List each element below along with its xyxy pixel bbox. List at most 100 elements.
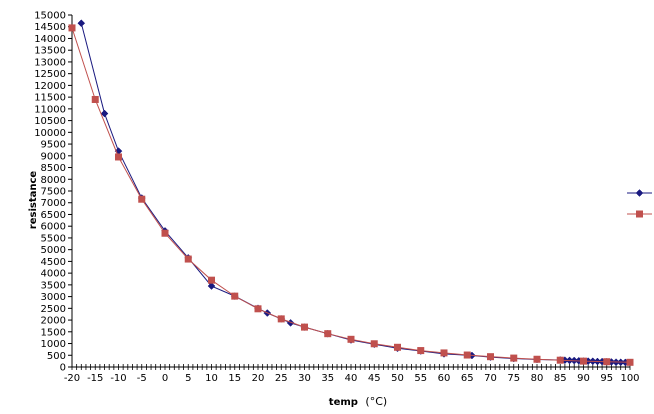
y-tick-label: 11500 [34,93,66,104]
y-tick-label: 8500 [41,163,66,174]
data-point [231,292,239,300]
x-tick-label: 45 [368,373,381,384]
series-line [71,27,631,363]
x-tick-label: 20 [252,373,265,384]
data-point [370,340,378,348]
x-tick-label: 55 [414,373,427,384]
x-tick-label: 65 [461,373,474,384]
x-axis-title: temp (°C) [329,395,387,408]
y-axis-ticks: 0500100015002000250030003500400045005000… [34,11,72,374]
data-point [463,351,471,359]
x-tick-label: 0 [162,373,168,384]
x-tick-label: 70 [484,373,497,384]
series-layer [68,19,634,367]
y-tick-label: 2500 [41,304,66,315]
data-point [510,354,518,362]
x-tick-label: 15 [228,373,241,384]
y-tick-label: 4000 [41,269,66,280]
x-tick-label: -10 [110,373,126,384]
y-tick-label: 9500 [41,140,66,151]
x-tick-label: 85 [554,373,567,384]
y-tick-label: 10000 [34,128,66,139]
x-tick-label: 90 [577,373,590,384]
x-tick-label: 30 [298,373,311,384]
y-tick-label: 8000 [41,175,66,186]
y-tick-label: 7500 [41,187,66,198]
data-point [161,229,169,237]
y-tick-label: 4500 [41,257,66,268]
data-point [91,95,99,103]
x-tick-label: 95 [600,373,613,384]
x-tick-label: 50 [391,373,404,384]
y-tick-label: 3500 [41,280,66,291]
y-tick-label: 12000 [34,81,66,92]
data-point [254,305,262,313]
x-tick-label: 40 [345,373,358,384]
legend-marker [635,189,644,197]
data-point [100,109,109,118]
y-tick-label: 13500 [34,46,66,57]
y-tick-label: 2000 [41,316,66,327]
data-point [68,24,76,32]
y-tick-label: 5000 [41,245,66,256]
y-tick-label: 13000 [34,57,66,68]
x-tick-label: 75 [507,373,520,384]
y-tick-label: 10500 [34,116,66,127]
data-point [347,335,355,343]
y-tick-label: 5500 [41,233,66,244]
y-tick-label: 1000 [41,339,66,350]
x-tick-label: -5 [137,373,147,384]
y-tick-label: 9000 [41,151,66,162]
x-tick-label: -20 [64,373,80,384]
legend-marker [636,210,643,218]
y-tick-label: 14500 [34,22,66,33]
series-1 [77,19,630,367]
data-point [417,347,425,355]
y-tick-label: 6000 [41,222,66,233]
y-tick-label: 7000 [41,198,66,209]
legend [627,189,652,218]
y-tick-label: 6500 [41,210,66,221]
data-point [138,195,146,203]
y-axis-title: resistance [28,171,39,230]
series-line [80,23,626,363]
data-point [77,19,86,28]
data-point [301,323,308,331]
legend-entry [627,189,652,197]
x-tick-label: 35 [321,373,334,384]
y-tick-label: 1500 [41,327,66,338]
data-point [440,349,448,357]
data-point [208,276,215,284]
data-point [207,282,216,290]
legend-entry [627,210,652,218]
data-point [184,255,192,263]
data-point [277,315,285,323]
y-tick-label: 0 [60,363,66,374]
data-point [580,357,587,365]
x-tick-label: 60 [438,373,451,384]
data-point [487,353,494,361]
x-tick-label: 25 [275,373,288,384]
data-point [556,356,564,364]
x-axis-title-unit: (°C) [365,395,387,408]
y-tick-label: 3000 [41,292,66,303]
data-point [533,355,541,363]
y-tick-label: 11000 [34,104,66,115]
data-point [115,153,122,161]
data-point [626,358,634,366]
data-point [394,343,401,351]
x-tick-label: 5 [185,373,191,384]
y-tick-label: 14000 [34,34,66,45]
x-tick-label: 10 [205,373,218,384]
y-tick-label: 15000 [34,11,66,22]
x-axis-title-main: temp [329,397,358,408]
x-tick-label: -15 [87,373,103,384]
y-tick-label: 12500 [34,69,66,80]
x-tick-label: 80 [531,373,544,384]
x-tick-label: 100 [620,373,639,384]
series-2 [68,24,634,366]
data-point [603,358,611,366]
data-point [324,330,332,338]
y-tick-label: 500 [47,351,66,362]
